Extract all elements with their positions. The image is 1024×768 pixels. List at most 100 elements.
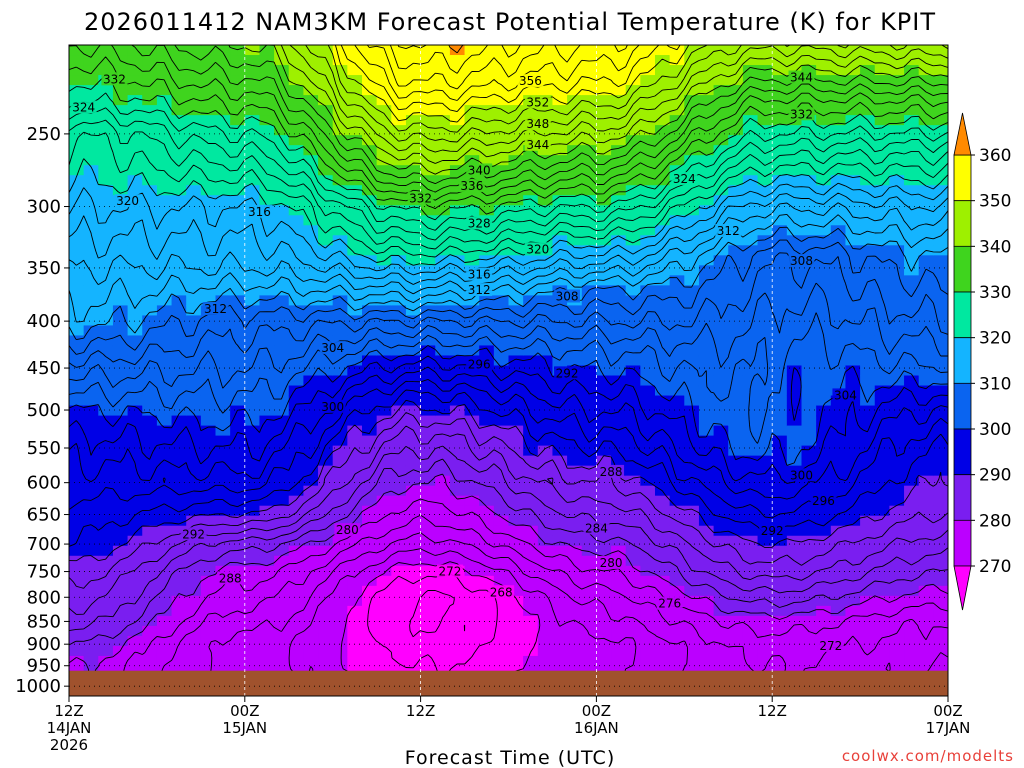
svg-text:288: 288 (219, 571, 242, 585)
colorbar-segment (953, 291, 972, 339)
svg-text:312: 312 (717, 224, 740, 238)
contour-label-344: 344 (788, 70, 815, 84)
contour-328 (69, 92, 948, 231)
y-tick-label: 300 (27, 197, 61, 218)
contour-label-352: 352 (524, 95, 551, 109)
contour-306 (69, 252, 948, 368)
colorbar-tick-label: 290 (979, 466, 1011, 486)
svg-text:316: 316 (468, 268, 491, 282)
contour-298 (69, 355, 948, 484)
contour-label-332: 332 (407, 191, 434, 205)
contour-label-304: 304 (832, 388, 859, 402)
colorbar-tick-label: 270 (979, 557, 1011, 577)
colorbar-tick-label: 310 (979, 374, 1011, 394)
contour-label-308: 308 (554, 289, 581, 303)
x-tick-label: 12Z (406, 702, 435, 720)
contour-label-300: 300 (319, 399, 346, 414)
svg-text:320: 320 (116, 194, 139, 208)
svg-text:292: 292 (182, 527, 205, 541)
contour-318 (69, 182, 948, 276)
contour-label-316: 316 (246, 204, 273, 219)
contour-label-324: 324 (70, 100, 97, 115)
contour-label-328: 328 (466, 216, 493, 230)
contour-label-312: 312 (715, 223, 742, 238)
svg-text:344: 344 (526, 138, 549, 152)
y-axis-ticks: 2503003504004505005506006507007508008509… (15, 124, 69, 697)
contour-348 (327, 45, 708, 133)
contour-label-336: 336 (458, 179, 485, 193)
contour-266 (409, 590, 466, 638)
x-tick-label: 00Z (933, 702, 962, 720)
colorbar-segment (953, 519, 972, 567)
contour-290 (69, 399, 948, 562)
contour-354 (354, 45, 640, 101)
contour-label-300: 300 (788, 468, 815, 482)
svg-text:332: 332 (409, 191, 432, 205)
below-ground-surface (69, 670, 948, 696)
contour-322 (69, 131, 948, 258)
svg-text:304: 304 (321, 341, 344, 355)
colorbar-tick-label: 340 (979, 237, 1011, 257)
svg-text:332: 332 (103, 72, 126, 86)
svg-text:312: 312 (204, 302, 227, 316)
contour-324 (69, 119, 948, 250)
svg-text:268: 268 (490, 585, 513, 599)
svg-text:272: 272 (819, 639, 842, 653)
colorbar-segment (953, 200, 972, 247)
contour-338 (174, 45, 948, 185)
y-tick-label: 850 (27, 611, 61, 632)
contour-346 (305, 45, 948, 143)
contour-label-304: 304 (319, 341, 346, 355)
y-tick-label: 950 (27, 656, 61, 677)
x-tick-label: 2026 (50, 736, 88, 754)
colorbar-segment (953, 428, 972, 476)
y-tick-label: 800 (27, 587, 61, 608)
x-tick-label: 17JAN (926, 719, 971, 737)
contour-302 (69, 312, 948, 444)
y-tick-label: 250 (27, 124, 61, 145)
contour-350 (334, 45, 690, 123)
chart-title: 2026011412 NAM3KM Forecast Potential Tem… (84, 8, 936, 36)
svg-text:308: 308 (790, 254, 813, 268)
contour-286 (69, 425, 948, 615)
contour-labels: 332 324 320 316 312 304 300 292 288 280 272 268 356 3… (70, 70, 859, 653)
svg-text:292: 292 (761, 524, 784, 538)
y-tick-label: 600 (27, 473, 61, 494)
contour-label-348: 348 (524, 117, 551, 131)
y-tick-label: 750 (27, 562, 61, 583)
svg-text:300: 300 (790, 468, 813, 482)
contour-label-296: 296 (810, 493, 837, 508)
x-tick-label: 00Z (582, 702, 611, 720)
svg-text:324: 324 (673, 172, 696, 186)
svg-text:356: 356 (519, 74, 542, 88)
svg-text:308: 308 (556, 289, 579, 303)
contour-314 (69, 202, 948, 295)
colorbar-top-arrow (953, 112, 972, 156)
contour-label-292: 292 (759, 523, 786, 538)
contour-label-284: 284 (583, 521, 610, 535)
svg-text:316: 316 (248, 205, 271, 219)
svg-text:344: 344 (790, 70, 813, 84)
x-axis-label: Forecast Time (UTC) (405, 747, 615, 768)
contour-336 (131, 45, 948, 193)
svg-text:332: 332 (790, 107, 813, 121)
colorbar-tick-label: 320 (979, 329, 1011, 349)
contour-label-340: 340 (466, 163, 493, 177)
source-credit: coolwx.com/modelts (842, 747, 1014, 765)
colorbar-tick-label: 280 (979, 511, 1011, 531)
svg-text:304: 304 (834, 388, 857, 402)
colorbar-segment (953, 245, 972, 293)
contour-label-292: 292 (554, 366, 581, 380)
contour-278 (103, 498, 948, 696)
contour-label-276: 276 (656, 596, 683, 611)
contour-316 (69, 192, 948, 285)
svg-text:272: 272 (438, 565, 461, 579)
colorbar-tick-label: 350 (979, 192, 1011, 212)
y-tick-label: 650 (27, 505, 61, 526)
colorbar-segment (953, 382, 972, 430)
svg-text:276: 276 (658, 597, 681, 611)
contour-label-280: 280 (334, 523, 361, 537)
contour-label-320: 320 (524, 242, 551, 256)
y-tick-label: 550 (27, 438, 61, 459)
svg-text:352: 352 (526, 95, 549, 109)
